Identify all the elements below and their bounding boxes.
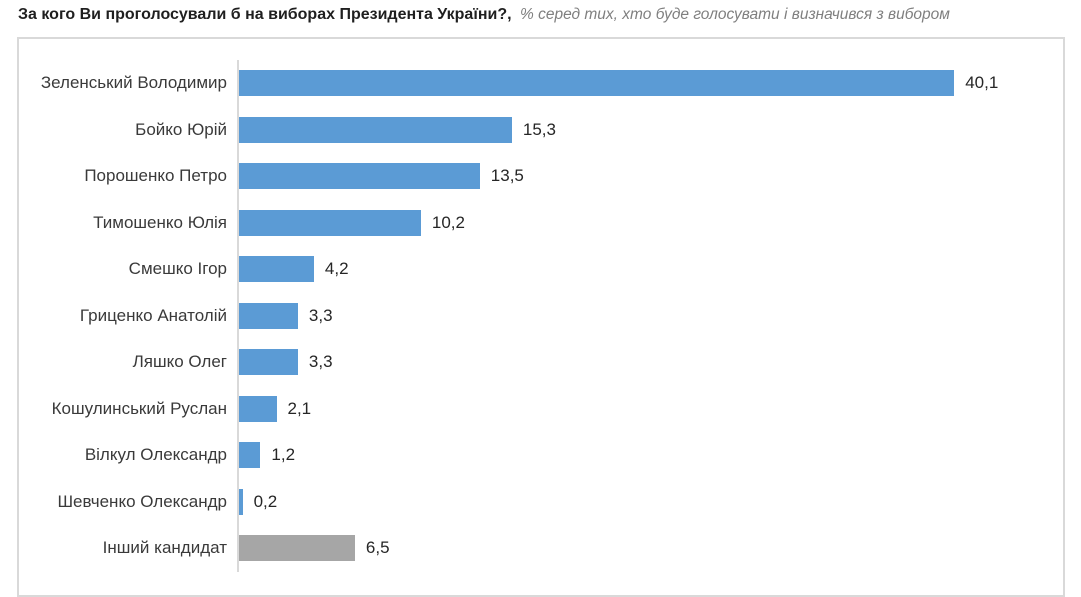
bar <box>239 256 314 283</box>
value-label: 40,1 <box>965 73 999 93</box>
category-axis-line <box>237 60 239 572</box>
chart-row: Тимошенко Юлія 10,2 <box>19 200 1063 247</box>
bar-track: 2,1 <box>239 395 1063 422</box>
bar-track: 15,3 <box>239 116 1063 143</box>
category-label: Бойко Юрій <box>135 119 227 139</box>
category-label: Кошулинський Руслан <box>51 398 227 418</box>
value-label: 1,2 <box>271 445 296 465</box>
bar <box>239 209 421 236</box>
chart-title: За кого Ви проголосували б на виборах Пр… <box>18 6 512 23</box>
bar-track: 0,2 <box>239 488 1063 515</box>
bar <box>239 70 955 97</box>
chart-row: Інший кандидат 6,5 <box>19 525 1063 572</box>
category-label: Ляшко Олег <box>132 352 227 372</box>
chart-row: Кошулинський Руслан 2,1 <box>19 386 1063 433</box>
chart-row: Вілкул Олександр 1,2 <box>19 432 1063 479</box>
bar-track: 1,2 <box>239 442 1063 469</box>
value-label: 4,2 <box>324 259 349 279</box>
chart-row: Порошенко Петро 13,5 <box>19 153 1063 200</box>
bar-track: 13,5 <box>239 163 1063 190</box>
category-label: Порошенко Петро <box>84 166 227 186</box>
chart-row: Бойко Юрій 15,3 <box>19 107 1063 154</box>
chart-row: Шевченко Олександр 0,2 <box>19 479 1063 526</box>
bar <box>239 442 261 469</box>
bar <box>239 302 298 329</box>
chart-row: Ляшко Олег 3,3 <box>19 339 1063 386</box>
value-label: 10,2 <box>431 212 465 232</box>
value-label: 15,3 <box>522 119 556 139</box>
bar <box>239 488 243 515</box>
bar-track: 3,3 <box>239 302 1063 329</box>
bar <box>239 535 355 562</box>
bar <box>239 116 512 143</box>
value-label: 0,2 <box>253 491 278 511</box>
value-label: 2,1 <box>287 398 312 418</box>
category-label: Зеленський Володимир <box>40 73 227 93</box>
category-label: Гриценко Анатолій <box>79 305 227 325</box>
chart-row: Зеленський Володимир 40,1 <box>19 60 1063 107</box>
chart-plot-area: Зеленський Володимир 40,1 Бойко Юрій 15,3 По… <box>17 37 1065 597</box>
chart-row: Гриценко Анатолій 3,3 <box>19 293 1063 340</box>
category-label: Шевченко Олександр <box>57 491 227 511</box>
value-label: 3,3 <box>308 352 333 372</box>
category-label: Вілкул Олександр <box>84 445 227 465</box>
bar-track: 10,2 <box>239 209 1063 236</box>
category-label: Смешко Ігор <box>128 259 227 279</box>
value-label: 3,3 <box>308 305 333 325</box>
bar <box>239 395 277 422</box>
value-label: 6,5 <box>365 538 390 558</box>
bar-track: 4,2 <box>239 256 1063 283</box>
bar-track: 3,3 <box>239 349 1063 376</box>
category-label: Інший кандидат <box>102 538 227 558</box>
bar <box>239 163 480 190</box>
value-label: 13,5 <box>490 166 524 186</box>
poll-chart-page: { "header": { "title": "За кого Ви прого… <box>17 6 1065 597</box>
chart-header: За кого Ви проголосували б на виборах Пр… <box>18 6 950 24</box>
bar-track: 40,1 <box>239 70 1063 97</box>
category-label: Тимошенко Юлія <box>93 212 227 232</box>
bar <box>239 349 298 376</box>
chart-subtitle: % серед тих, хто буде голосувати і визна… <box>520 6 950 23</box>
chart-row: Смешко Ігор 4,2 <box>19 246 1063 293</box>
chart-rows: Зеленський Володимир 40,1 Бойко Юрій 15,3 По… <box>19 60 1063 572</box>
bar-track: 6,5 <box>239 535 1063 562</box>
